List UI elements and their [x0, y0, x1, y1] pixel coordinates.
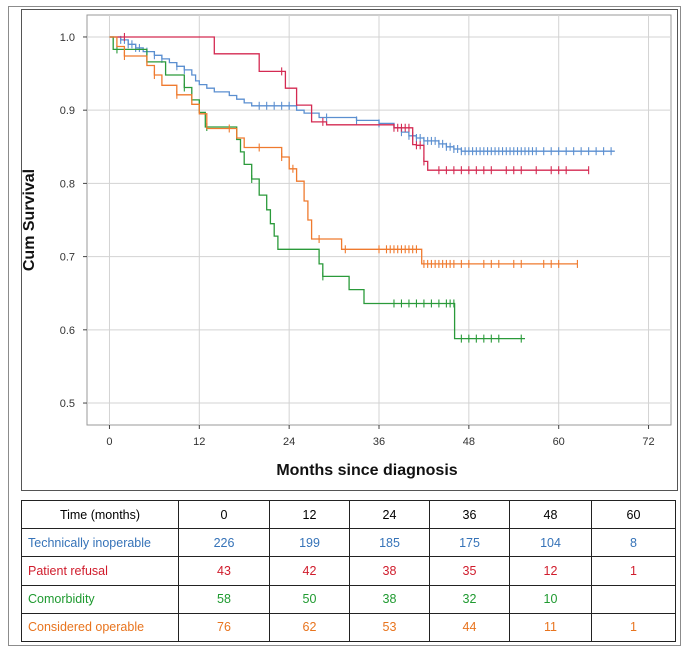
risk-row-patient-refusal: Patient refusal 43 42 38 35 12 1 [21, 556, 676, 586]
y-tick-label: 0.8 [60, 178, 75, 190]
risk-cell: 32 [429, 584, 510, 614]
risk-table-header-cell: 48 [509, 499, 592, 530]
risk-cell: 8 [591, 528, 676, 558]
x-tick-label: 36 [373, 436, 385, 448]
x-tick-label: 0 [106, 436, 112, 448]
risk-cell: 11 [509, 612, 592, 643]
curve-considered-operable [109, 36, 578, 265]
km-chart: 0.5 0.6 0.7 0.8 0.9 1.0 0 12 24 36 48 60 72 Months si… [21, 14, 672, 479]
y-tick-label: 0.5 [60, 398, 75, 410]
risk-table-header-row: Time (months) 0 12 24 36 48 60 [21, 499, 676, 530]
x-tick-label: 12 [193, 436, 205, 448]
risk-cell: 42 [269, 556, 350, 586]
x-tick-label: 48 [463, 436, 475, 448]
y-axis-title: Cum Survival [21, 169, 38, 271]
chart-frame [21, 9, 678, 491]
risk-cell: 10 [509, 584, 592, 614]
risk-cell: 53 [349, 612, 430, 643]
figure-panel: 0.5 0.6 0.7 0.8 0.9 1.0 0 12 24 36 48 60 72 Months si… [8, 6, 681, 646]
y-tick-label: 0.9 [60, 105, 75, 117]
risk-cell: 1 [591, 612, 676, 643]
risk-cell: 50 [269, 584, 350, 614]
risk-row-label: Comorbidity [21, 584, 179, 614]
x-tick-label: 60 [553, 436, 565, 448]
risk-cell: 199 [269, 528, 350, 558]
risk-table-header-cell: 12 [269, 499, 350, 530]
risk-cell: 12 [509, 556, 592, 586]
risk-row-considered-operable: Considered operable 76 62 53 44 11 1 [21, 612, 676, 643]
y-tick-label: 0.6 [60, 325, 75, 337]
risk-cell: 38 [349, 556, 430, 586]
risk-row-label: Considered operable [21, 612, 179, 643]
risk-cell: 104 [509, 528, 592, 558]
y-tick-label: 1.0 [60, 32, 75, 44]
risk-cell: 44 [429, 612, 510, 643]
risk-cell: 175 [429, 528, 510, 558]
risk-cell: 35 [429, 556, 510, 586]
risk-row-label: Patient refusal [21, 556, 179, 586]
y-tick-label: 0.7 [60, 252, 75, 264]
risk-cell: 43 [178, 556, 270, 586]
risk-row-technically-inoperable: Technically inoperable 226 199 185 175 1… [21, 528, 676, 558]
risk-table-header-cell: 36 [429, 499, 510, 530]
risk-table-header-cell: 60 [591, 499, 676, 530]
risk-table-header-label: Time (months) [21, 499, 179, 530]
risk-table-header-cell: 24 [349, 499, 430, 530]
risk-cell: 58 [178, 584, 270, 614]
risk-cell: 226 [178, 528, 270, 558]
x-axis-title: Months since diagnosis [276, 462, 457, 479]
risk-row-comorbidity: Comorbidity 58 50 38 32 10 [21, 584, 676, 614]
risk-cell: 185 [349, 528, 430, 558]
risk-table-header-cell: 0 [178, 499, 270, 530]
x-tick-label: 24 [283, 436, 295, 448]
risk-cell [591, 584, 676, 614]
curve-technically-inoperable [109, 36, 615, 152]
risk-cell: 62 [269, 612, 350, 643]
risk-cell: 38 [349, 584, 430, 614]
risk-cell: 76 [178, 612, 270, 643]
curve-comorbidity [109, 36, 525, 340]
risk-table: Time (months) 0 12 24 36 48 60 Technical… [21, 499, 676, 643]
curve-patient-refusal [109, 36, 589, 171]
risk-cell: 1 [591, 556, 676, 586]
x-tick-label: 72 [642, 436, 654, 448]
risk-row-label: Technically inoperable [21, 528, 179, 558]
